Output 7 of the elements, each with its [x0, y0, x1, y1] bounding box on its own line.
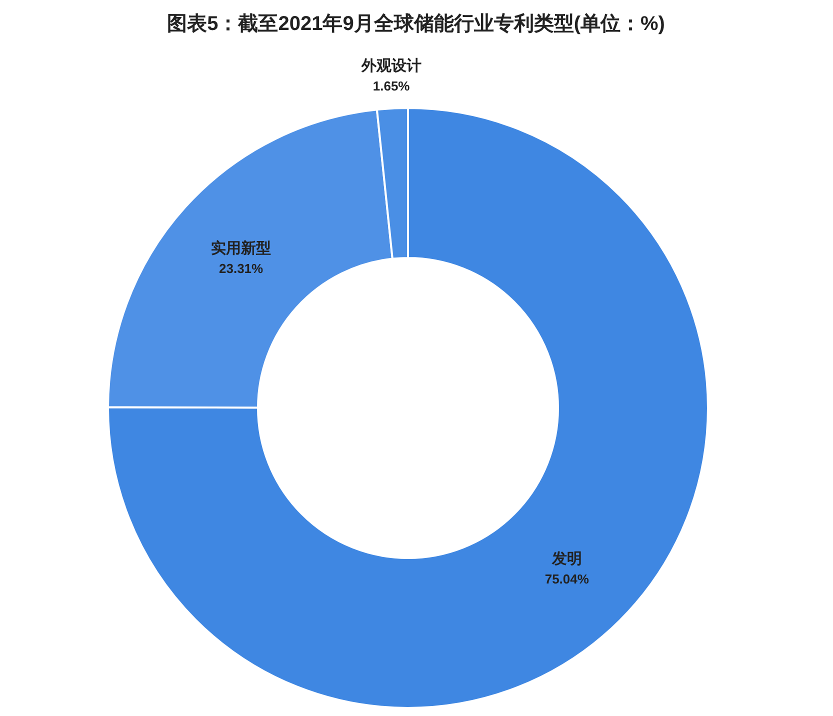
data-label: 75.04% [544, 571, 590, 586]
title: 图表5：截至2021年9月全球储能行业专利类型(单位：%) [167, 13, 665, 35]
data-label: 23.31% [219, 261, 264, 276]
data-label: 1.65% [372, 78, 410, 94]
slice-label: 发明 [550, 550, 582, 568]
slice-label: 实用新型 [211, 239, 272, 258]
slice-label: 外观设计 [360, 57, 422, 74]
